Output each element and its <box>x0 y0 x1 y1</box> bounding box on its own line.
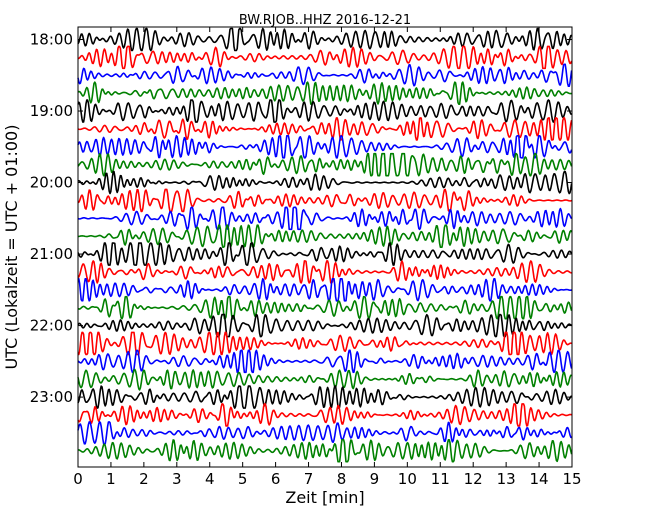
seismogram-trace <box>77 368 572 391</box>
x-axis: 0 1 2 3 4 5 6 7 8 9 10 11 12 13 14 15 <box>73 27 582 488</box>
seismogram-trace <box>77 224 573 248</box>
y-axis: 18:00 19:00 20:00 21:00 22:00 23:00 <box>30 31 572 406</box>
seismogram-trace <box>77 349 573 374</box>
seismogram-trace <box>77 27 573 52</box>
x-tick-label: 5 <box>238 470 248 488</box>
chart-title: BW.RJOB..HHZ 2016-12-21 <box>239 13 411 28</box>
seismogram-trace <box>77 188 572 213</box>
seismogram-trace <box>77 242 573 266</box>
seismogram-trace <box>77 295 573 320</box>
x-tick-label: 11 <box>431 470 450 488</box>
seismogram-trace <box>77 152 573 177</box>
x-tick-label: 8 <box>337 470 347 488</box>
seismogram-trace <box>77 403 572 427</box>
x-axis-label: Zeit [min] <box>285 488 364 507</box>
seismogram-trace <box>77 385 573 409</box>
y-tick-label: 19:00 <box>30 102 73 120</box>
x-tick-label: 3 <box>172 470 182 488</box>
x-tick-label: 1 <box>106 470 116 488</box>
y-tick-label: 23:00 <box>30 388 73 406</box>
seismogram-trace <box>77 45 573 70</box>
x-tick-label: 4 <box>205 470 215 488</box>
seismogram-trace <box>77 331 572 356</box>
x-tick-label: 2 <box>139 470 149 488</box>
seismogram-trace <box>77 260 572 284</box>
seismogram-trace <box>77 117 573 141</box>
x-tick-label: 12 <box>464 470 483 488</box>
seismogram-trace <box>77 134 573 159</box>
seismogram-trace <box>77 313 573 338</box>
x-tick-label: 6 <box>271 470 281 488</box>
seismogram-trace <box>77 81 572 105</box>
x-tick-label: 10 <box>398 470 417 488</box>
x-tick-label: 14 <box>530 470 549 488</box>
seismogram-trace <box>77 63 573 88</box>
seismogram-trace <box>77 421 573 445</box>
seismogram-trace <box>78 278 572 302</box>
plot-frame <box>77 26 573 468</box>
x-tick-label: 0 <box>73 470 83 488</box>
x-tick-label: 9 <box>370 470 380 488</box>
x-tick-label: 15 <box>562 470 581 488</box>
seismogram-trace <box>77 99 573 123</box>
y-tick-label: 21:00 <box>30 245 73 263</box>
seismogram-trace <box>77 206 573 231</box>
x-tick-label: 7 <box>304 470 314 488</box>
y-tick-label: 18:00 <box>30 31 73 49</box>
y-tick-label: 20:00 <box>30 174 73 192</box>
y-axis-label: UTC (Lokalzeit = UTC + 01:00) <box>2 125 21 370</box>
seismogram-trace <box>77 438 573 463</box>
seismogram-trace <box>77 170 573 195</box>
trace-group <box>77 27 573 463</box>
x-tick-label: 13 <box>497 470 516 488</box>
y-tick-label: 22:00 <box>30 317 73 335</box>
